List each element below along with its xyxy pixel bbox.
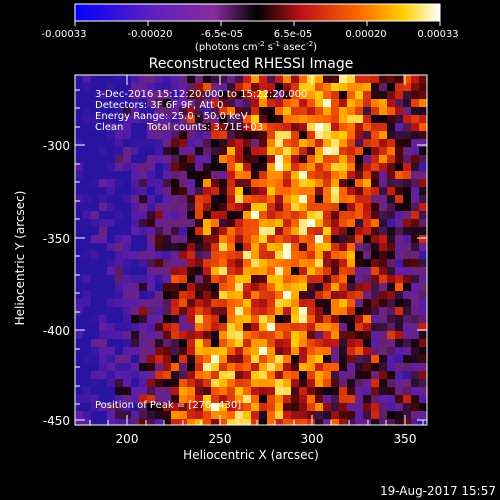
y-tick-label: -450 <box>43 414 70 428</box>
info-time-range: 3-Dec-2016 15:12:20.000 to 15:22:20.000 <box>95 89 307 100</box>
plot-title: Reconstructed RHESSI Image <box>149 56 354 72</box>
info-energy-range: Energy Range: 25.0 - 50.0 keV <box>95 111 248 122</box>
colorbar-ticks <box>74 21 441 26</box>
footer-timestamp: 19-Aug-2017 15:57 <box>380 484 496 498</box>
colorbar-tick-label: 6.5e-05 <box>274 29 312 40</box>
x-tick-label: 200 <box>116 432 139 446</box>
info-method: Clean <box>95 122 123 133</box>
x-tick-label: 300 <box>301 432 324 446</box>
axis-ticks <box>75 75 427 425</box>
y-axis-label: Heliocentric Y (arcsec) <box>13 191 27 326</box>
plot-frame <box>74 74 428 426</box>
colorbar-frame <box>74 3 441 22</box>
colorbar-tick-label: -0.00033 <box>42 29 87 40</box>
colorbar-tick-label: -6.5e-05 <box>201 29 243 40</box>
reconstructed-image <box>75 75 427 425</box>
colorbar <box>75 4 440 21</box>
y-tick-label: -400 <box>43 324 70 338</box>
y-tick-label: -300 <box>43 139 70 153</box>
x-axis-label: Heliocentric X (arcsec) <box>183 448 319 462</box>
x-tick-label: 350 <box>394 432 417 446</box>
x-tick-label: 250 <box>209 432 232 446</box>
info-total-counts: Total counts: 3.71E+03 <box>146 122 263 133</box>
info-detectors: Detectors: 3F 6F 9F, Att 0 <box>95 100 223 111</box>
colorbar-tick-label: -0.00020 <box>128 29 173 40</box>
colorbar-tick-label: 0.00020 <box>345 29 386 40</box>
y-tick-label: -350 <box>43 232 70 246</box>
colorbar-unit: (photons cm-2 s-1 asec-2) <box>195 40 317 53</box>
info-peak-position: Position of Peak = [276,-430] <box>95 400 241 411</box>
colorbar-tick-label: 0.00033 <box>417 29 458 40</box>
